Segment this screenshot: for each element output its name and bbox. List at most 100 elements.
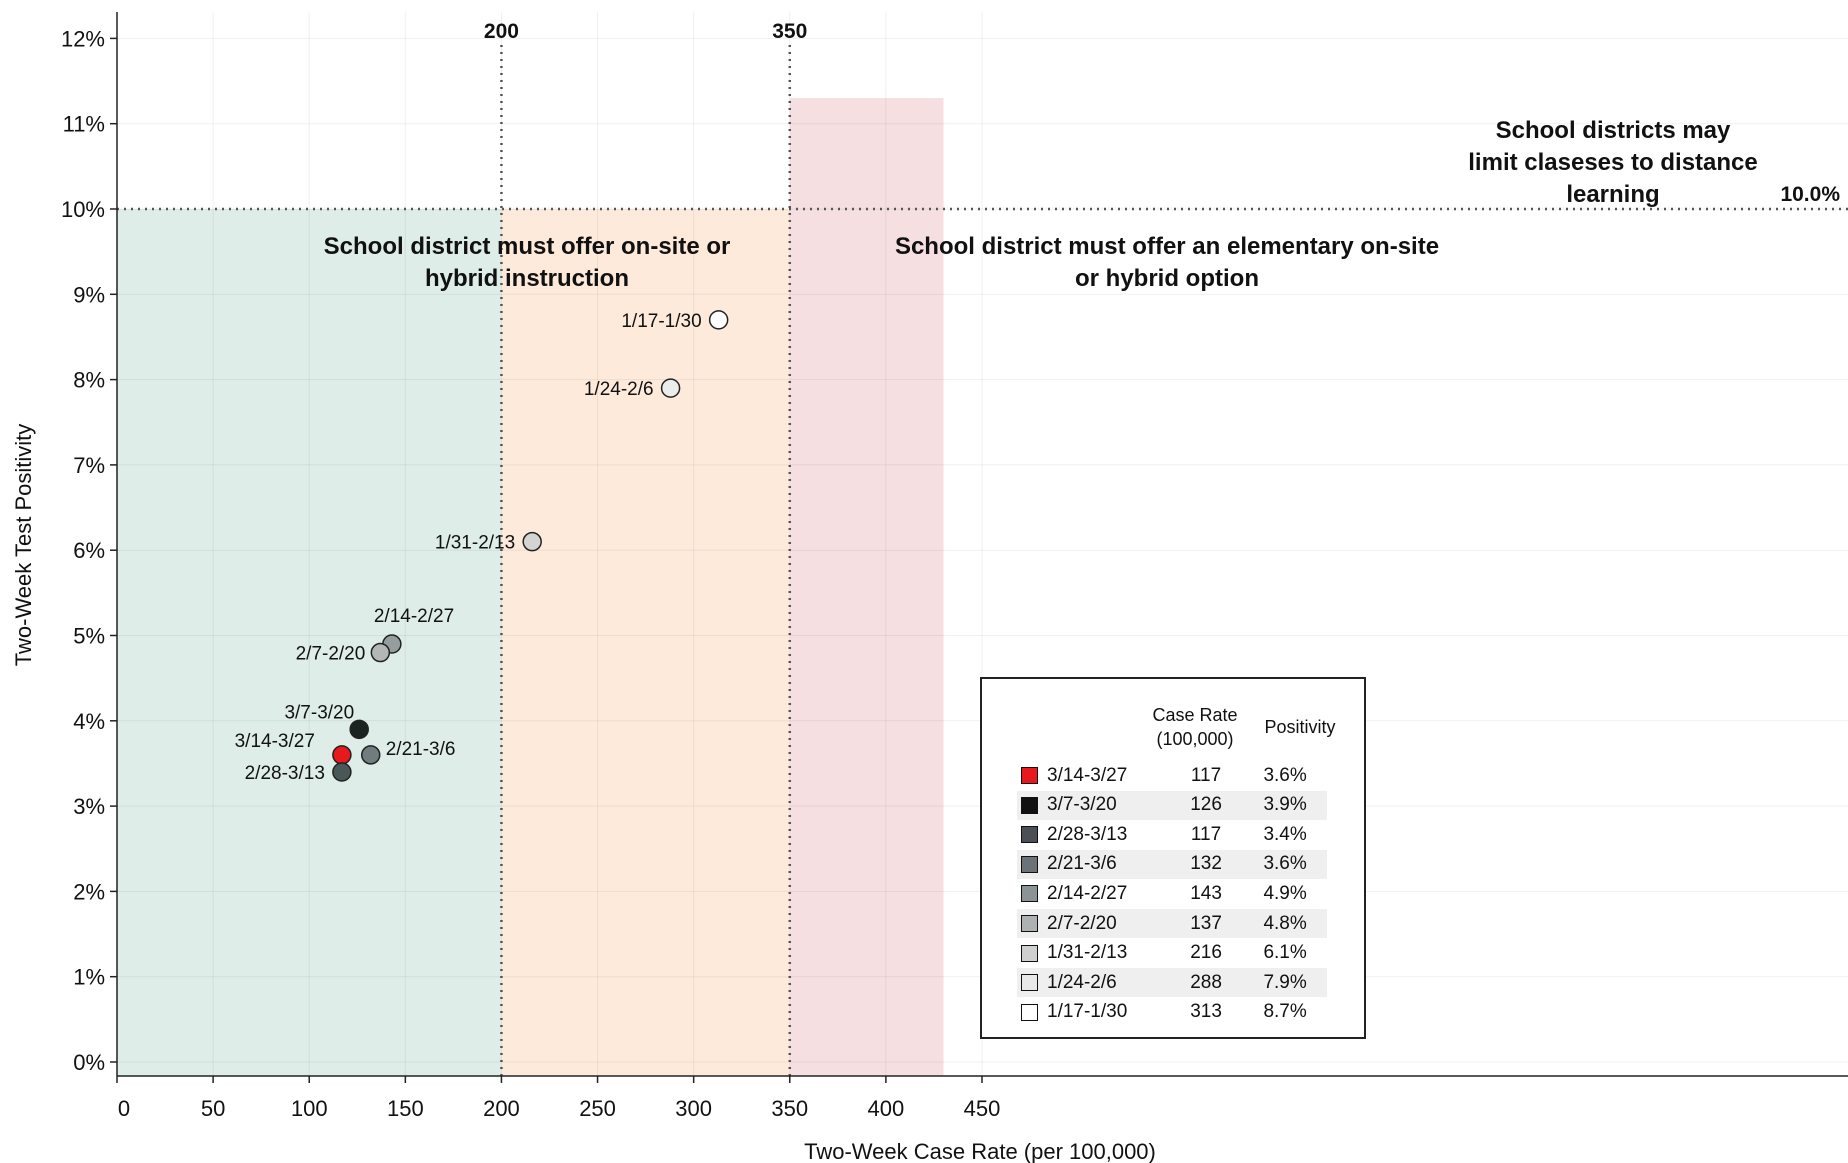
legend-swatch <box>1021 826 1038 844</box>
legend-swatch <box>1021 885 1038 903</box>
threshold-label-x: 350 <box>772 20 807 43</box>
legend-positivity: 7.9% <box>1263 971 1307 993</box>
data-point-label: 2/21-3/6 <box>386 739 456 760</box>
zone-rect-3 <box>789 98 944 1077</box>
legend-swatch <box>1021 944 1038 962</box>
data-point <box>522 531 542 552</box>
threshold-layer: 200 350 10.0% <box>117 20 1848 1076</box>
x-tick-label: 300 <box>675 1096 712 1121</box>
x-tick-label: 100 <box>291 1096 328 1121</box>
y-tick-label: 9% <box>73 282 105 307</box>
x-tick-label: 400 <box>868 1096 905 1121</box>
data-point-label: 2/14-2/27 <box>374 606 454 627</box>
y-tick-label: 4% <box>73 709 105 734</box>
zone-label-1: School district must offer on-site or hy… <box>323 233 731 292</box>
y-tick-label: 1% <box>73 965 105 990</box>
zone-rect-1 <box>117 209 502 1076</box>
legend-swatch <box>1021 855 1038 873</box>
zone-label-2: School district must offer an elementary… <box>894 233 1440 292</box>
legend-case-rate: 288 <box>1190 971 1222 993</box>
legend-period: 1/31-2/13 <box>1047 942 1128 964</box>
x-tick-label: 50 <box>201 1096 225 1121</box>
data-point-label: 3/14-3/27 <box>235 731 315 752</box>
data-point-label: 3/7-3/20 <box>284 702 354 723</box>
threshold-label-x: 200 <box>484 20 519 43</box>
legend-row: 3/14-3/27 117 3.6% <box>1017 761 1327 790</box>
legend-row: 2/21-3/6 132 3.6% <box>1017 849 1327 879</box>
legend-positivity: 4.9% <box>1263 882 1307 904</box>
legend-positivity: 3.6% <box>1263 853 1307 875</box>
legend-swatch <box>1021 974 1038 992</box>
legend-swatch <box>1021 915 1038 932</box>
legend-row: 2/7-2/20 137 4.8% <box>1017 909 1327 938</box>
legend-case-rate: 143 <box>1190 882 1222 904</box>
legend-row: 1/17-1/30 313 8.7% <box>1017 998 1327 1027</box>
y-tick-label: 2% <box>73 879 105 904</box>
legend: Case Rate (100,000) Positivity 3/14-3/27… <box>980 677 1366 1039</box>
x-tick-label: 350 <box>771 1096 808 1121</box>
legend-positivity: 3.4% <box>1263 823 1307 845</box>
legend-period: 3/7-3/20 <box>1047 794 1117 816</box>
legend-positivity: 4.8% <box>1263 912 1307 934</box>
legend-row: 2/28-3/13 117 3.4% <box>1017 820 1327 849</box>
x-axis-title: Two-Week Case Rate (per 100,000) <box>804 1139 1156 1163</box>
y-tick-label: 0% <box>73 1050 105 1075</box>
legend-case-rate: 137 <box>1190 912 1222 934</box>
legend-case-rate: 126 <box>1190 794 1222 816</box>
legend-case-rate: 132 <box>1190 853 1222 875</box>
y-tick-label: 10% <box>61 197 105 222</box>
legend-period: 2/28-3/13 <box>1047 823 1128 845</box>
legend-positivity: 6.1% <box>1263 942 1307 964</box>
y-axis-title: Two-Week Test Positivity <box>11 424 36 666</box>
legend-header-positivity: Positivity <box>1264 717 1336 737</box>
y-tick-label: 7% <box>73 453 105 478</box>
y-tick-label: 6% <box>73 538 105 563</box>
x-tick-label: 200 <box>483 1096 520 1121</box>
data-point <box>660 378 681 398</box>
zone-rect-2 <box>501 209 790 1076</box>
legend-positivity: 3.9% <box>1263 794 1307 816</box>
data-point-label: 2/28-3/13 <box>245 763 325 784</box>
data-point-label: 2/7-2/20 <box>296 644 366 665</box>
x-tick-label: 150 <box>387 1096 424 1121</box>
data-point <box>332 762 352 782</box>
legend-header-case-rate: Case Rate (100,000) <box>1152 705 1238 749</box>
y-tick-label: 5% <box>73 624 105 649</box>
legend-row: 2/14-2/27 143 4.9% <box>1017 879 1327 908</box>
data-point-label: 1/24-2/6 <box>584 379 654 400</box>
data-point <box>360 745 381 765</box>
zones-layer <box>117 98 944 1077</box>
data-point <box>370 642 391 663</box>
x-tick-label: 450 <box>964 1096 1001 1121</box>
legend-period: 1/24-2/6 <box>1047 971 1117 993</box>
legend-row: 1/24-2/6 288 7.9% <box>1017 968 1327 998</box>
data-point-label: 1/17-1/30 <box>621 311 701 332</box>
legend-case-rate: 216 <box>1190 942 1222 964</box>
legend-period: 2/14-2/27 <box>1047 882 1128 904</box>
legend-period: 3/14-3/27 <box>1047 764 1128 786</box>
legend-row: 3/7-3/20 126 3.9% <box>1017 790 1327 820</box>
x-tick-label: 250 <box>579 1096 616 1121</box>
legend-positivity: 3.6% <box>1263 764 1307 786</box>
legend-period: 1/17-1/30 <box>1047 1001 1128 1023</box>
legend-period: 2/21-3/6 <box>1047 853 1117 875</box>
y-tick-label: 8% <box>73 368 105 393</box>
data-point <box>349 719 369 740</box>
axes-layer: 0 50 100 150 200 250 300 350 400 450 0% 1% 2% 3% 4% 5% 6… <box>61 12 1848 1121</box>
data-point-label: 1/31-2/13 <box>435 533 515 554</box>
zone-label-3: School districts may limit claseses to d… <box>1468 117 1758 208</box>
data-point <box>332 745 352 765</box>
legend-period: 2/7-2/20 <box>1047 912 1117 934</box>
y-tick-label: 3% <box>73 794 105 819</box>
legend-swatch <box>1021 767 1038 784</box>
legend-swatch <box>1021 796 1038 814</box>
data-point <box>708 310 729 330</box>
threshold-label-y: 10.0% <box>1780 183 1840 206</box>
legend-case-rate: 117 <box>1190 823 1222 845</box>
points-layer: 3/14-3/27 3/7-3/20 2/28-3/13 2/21-3/6 2/14-2… <box>235 310 729 784</box>
legend-row: 1/31-2/13 216 6.1% <box>1017 939 1327 968</box>
legend-case-rate: 117 <box>1190 764 1222 786</box>
y-tick-label: 12% <box>61 26 105 51</box>
